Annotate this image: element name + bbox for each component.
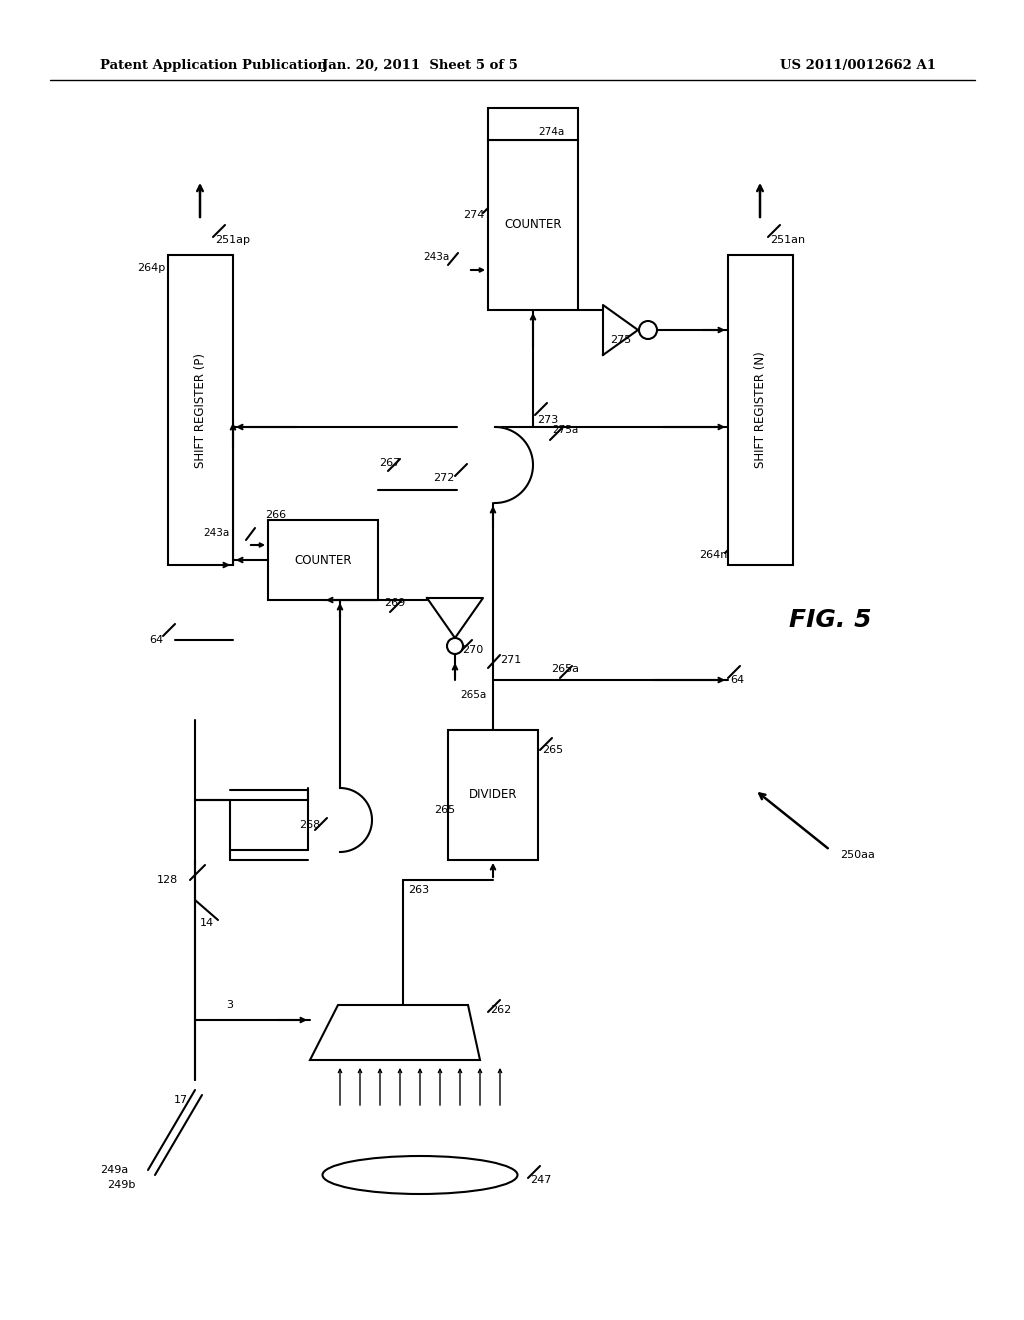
Bar [728,255,793,565]
Text: 275a: 275a [552,425,579,436]
Text: 251an: 251an [770,235,805,246]
Text: 264p: 264p [137,263,165,273]
Text: 270: 270 [462,645,483,655]
Text: COUNTER: COUNTER [504,219,562,231]
Polygon shape [427,598,483,638]
Text: 267: 267 [379,458,400,469]
Ellipse shape [323,1156,517,1195]
Text: 249a: 249a [100,1166,128,1175]
Bar [488,108,578,140]
Text: 265: 265 [542,744,563,755]
Text: 243a: 243a [204,528,230,539]
Circle shape [639,321,657,339]
Text: 64: 64 [730,675,744,685]
Text: 265a: 265a [551,664,579,675]
Text: 274: 274 [464,210,485,220]
Text: 251ap: 251ap [215,235,250,246]
Text: 264n: 264n [698,550,727,560]
Bar [168,255,233,565]
Bar [268,520,378,601]
Text: 271: 271 [500,655,521,665]
Text: 14: 14 [200,917,214,928]
Text: 274a: 274a [538,127,564,137]
Text: 247: 247 [530,1175,551,1185]
Text: 243a: 243a [424,252,450,261]
Text: 64: 64 [148,635,163,645]
Circle shape [447,638,463,653]
Polygon shape [310,1005,480,1060]
Text: Patent Application Publication: Patent Application Publication [100,58,327,71]
Text: 266: 266 [265,510,286,520]
Text: SHIFT REGISTER (N): SHIFT REGISTER (N) [754,351,767,469]
Text: 249b: 249b [106,1180,135,1191]
Polygon shape [495,426,532,503]
Text: 262: 262 [490,1005,511,1015]
Bar [449,730,538,861]
Text: SHIFT REGISTER (P): SHIFT REGISTER (P) [194,352,207,467]
Text: 3: 3 [226,1001,233,1010]
Polygon shape [603,305,638,355]
Text: 275: 275 [610,335,631,345]
Text: 268: 268 [299,820,319,830]
Text: COUNTER: COUNTER [294,553,352,566]
Text: 265: 265 [434,805,455,814]
Polygon shape [340,788,372,851]
Text: 273: 273 [537,414,558,425]
Text: 265a: 265a [460,690,486,700]
Text: 250aa: 250aa [840,850,874,861]
Text: 17: 17 [174,1096,188,1105]
Text: 128: 128 [157,875,178,884]
Text: 269: 269 [384,598,406,609]
Text: 272: 272 [433,473,455,483]
Text: Jan. 20, 2011  Sheet 5 of 5: Jan. 20, 2011 Sheet 5 of 5 [323,58,518,71]
Bar [488,140,578,310]
Text: US 2011/0012662 A1: US 2011/0012662 A1 [780,58,936,71]
Text: DIVIDER: DIVIDER [469,788,517,801]
Text: 263: 263 [408,884,429,895]
Text: FIG. 5: FIG. 5 [788,609,871,632]
